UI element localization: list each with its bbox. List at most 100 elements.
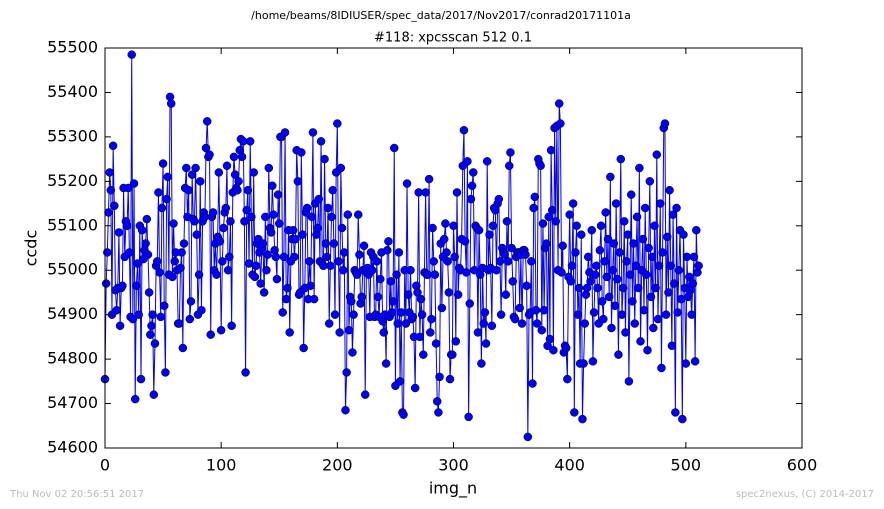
data-point — [271, 252, 281, 262]
data-point — [197, 305, 206, 315]
data-point — [643, 345, 652, 355]
data-point — [390, 143, 399, 153]
data-point — [582, 283, 592, 293]
data-point — [288, 225, 298, 235]
data-point — [667, 341, 677, 351]
data-point — [487, 321, 497, 331]
data-point — [293, 177, 303, 186]
data-point — [468, 168, 478, 177]
data-point — [263, 250, 272, 259]
data-point — [521, 250, 530, 259]
data-point — [547, 205, 557, 215]
data-point — [329, 239, 339, 248]
data-point — [507, 243, 516, 253]
data-point — [488, 221, 498, 231]
data-point — [141, 239, 150, 248]
data-point — [599, 314, 608, 324]
data-point — [137, 225, 147, 235]
data-point — [681, 359, 691, 368]
data-point — [291, 234, 300, 244]
data-point — [618, 283, 628, 293]
data-point — [665, 185, 674, 195]
data-point — [615, 248, 624, 257]
data-point — [190, 217, 199, 226]
data-point — [474, 225, 484, 235]
data-point — [314, 194, 323, 204]
data-point — [678, 414, 687, 424]
data-point — [551, 217, 560, 226]
data-point — [602, 272, 612, 282]
data-point — [132, 281, 141, 291]
data-point — [306, 281, 315, 291]
data-point — [218, 257, 227, 266]
data-point — [278, 308, 287, 317]
data-point — [668, 210, 678, 219]
y-tick-label: 55200 — [47, 171, 98, 190]
data-point — [175, 319, 184, 328]
data-point — [342, 368, 351, 377]
data-point — [656, 199, 665, 208]
y-tick-label: 54900 — [47, 304, 98, 323]
data-point — [593, 283, 602, 293]
data-point — [515, 303, 524, 313]
data-point — [629, 239, 638, 248]
data-point — [227, 321, 236, 331]
data-point — [626, 190, 636, 199]
data-point — [448, 350, 457, 359]
data-point — [114, 228, 124, 237]
chart-title: #118: xpcsscan 512 0.1 — [374, 31, 532, 46]
data-point — [492, 265, 501, 275]
data-point — [316, 137, 326, 146]
footer-left: Thu Nov 02 20:56:51 2017 — [9, 489, 144, 500]
data-point — [625, 270, 635, 279]
data-point — [435, 372, 444, 382]
data-point — [623, 230, 632, 239]
data-point — [251, 261, 261, 271]
data-point — [647, 252, 657, 262]
data-point — [187, 170, 197, 179]
data-point — [452, 188, 462, 197]
data-point — [201, 143, 211, 153]
data-point — [221, 203, 231, 213]
data-point — [494, 194, 504, 204]
data-point — [395, 377, 405, 386]
y-tick-label: 54600 — [47, 438, 98, 457]
data-point — [622, 257, 631, 266]
data-point — [587, 225, 596, 235]
data-point — [393, 319, 402, 328]
data-point — [192, 230, 202, 239]
data-point — [273, 190, 283, 199]
data-point — [101, 279, 111, 288]
data-point — [592, 261, 601, 271]
data-point — [451, 337, 461, 346]
data-point — [399, 410, 408, 419]
data-point — [536, 161, 545, 171]
data-point — [660, 119, 670, 128]
data-point — [403, 290, 413, 299]
data-point — [496, 310, 506, 319]
data-point — [334, 257, 343, 266]
data-point — [621, 328, 630, 337]
data-point — [112, 305, 121, 315]
data-point — [549, 345, 558, 355]
data-point — [604, 292, 614, 302]
data-point — [613, 274, 622, 284]
x-tick-label: 500 — [671, 456, 702, 475]
data-point — [290, 252, 299, 262]
footer-right: spec2nexus, (C) 2014-2017 — [736, 489, 874, 500]
data-point — [161, 368, 170, 377]
x-tick-label: 600 — [787, 456, 818, 475]
data-point — [430, 270, 440, 279]
data-point — [644, 243, 653, 253]
data-point — [230, 170, 240, 179]
data-point — [320, 154, 329, 164]
data-point — [597, 297, 607, 306]
data-point — [530, 192, 540, 202]
data-point — [459, 125, 469, 135]
data-point — [610, 301, 620, 311]
data-point — [178, 343, 188, 353]
data-point — [349, 310, 358, 319]
data-point — [639, 305, 649, 315]
data-point — [179, 239, 189, 248]
